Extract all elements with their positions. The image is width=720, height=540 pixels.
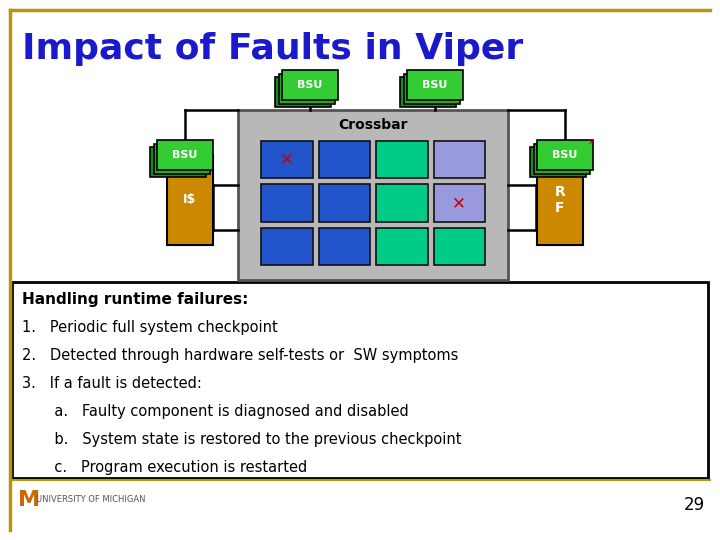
Bar: [433, 184, 485, 221]
Text: c.   Program execution is restarted: c. Program execution is restarted: [22, 460, 307, 475]
Bar: [261, 228, 312, 265]
Text: a.   Faulty component is diagnosed and disabled: a. Faulty component is diagnosed and dis…: [22, 404, 409, 419]
Bar: [261, 141, 312, 178]
Bar: [534, 144, 590, 173]
Text: F: F: [555, 201, 564, 215]
Text: 2.   Detected through hardware self-tests or  SW symptoms: 2. Detected through hardware self-tests …: [22, 348, 459, 363]
Bar: [282, 70, 338, 100]
Bar: [376, 184, 428, 221]
Text: 3.   If a fault is detected:: 3. If a fault is detected:: [22, 376, 202, 391]
Bar: [318, 228, 370, 265]
Bar: [407, 70, 463, 100]
Text: ✕: ✕: [280, 151, 294, 168]
Bar: [318, 141, 370, 178]
Bar: [376, 141, 428, 178]
Text: Handling runtime failures:: Handling runtime failures:: [22, 292, 248, 307]
Text: R: R: [554, 185, 565, 199]
Bar: [403, 73, 459, 104]
Bar: [261, 184, 312, 221]
Text: 29: 29: [684, 496, 705, 514]
Bar: [530, 147, 586, 177]
Text: BSU: BSU: [423, 80, 448, 90]
Text: I$: I$: [184, 193, 197, 206]
Text: UNIVERSITY OF MICHIGAN: UNIVERSITY OF MICHIGAN: [36, 496, 145, 504]
Bar: [433, 228, 485, 265]
Bar: [318, 184, 370, 221]
Bar: [12, 282, 708, 478]
Bar: [433, 141, 485, 178]
Bar: [279, 73, 335, 104]
Bar: [238, 110, 508, 280]
Bar: [376, 228, 428, 265]
Text: 1.   Periodic full system checkpoint: 1. Periodic full system checkpoint: [22, 320, 278, 335]
Bar: [400, 77, 456, 107]
Text: BSU: BSU: [172, 150, 198, 160]
Text: ✕: ✕: [588, 138, 595, 146]
Bar: [275, 77, 331, 107]
Bar: [537, 155, 583, 245]
Bar: [167, 155, 213, 245]
Text: Impact of Faults in Viper: Impact of Faults in Viper: [22, 32, 523, 66]
Text: BSU: BSU: [297, 80, 323, 90]
Bar: [153, 144, 210, 173]
Bar: [537, 140, 593, 170]
Text: ✕: ✕: [452, 194, 466, 212]
Text: BSU: BSU: [552, 150, 577, 160]
Text: M: M: [18, 490, 40, 510]
Bar: [157, 140, 213, 170]
Bar: [150, 147, 206, 177]
Text: Crossbar: Crossbar: [338, 118, 408, 132]
Text: b.   System state is restored to the previous checkpoint: b. System state is restored to the previ…: [22, 432, 462, 447]
